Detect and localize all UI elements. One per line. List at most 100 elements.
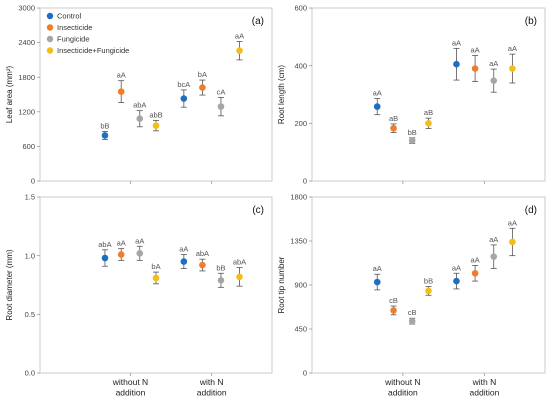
y-tick-label: 1.0	[25, 251, 35, 260]
y-axis-label: Root tip number	[277, 256, 286, 313]
significance-label: bA	[198, 70, 207, 79]
significance-label: aA	[471, 46, 480, 55]
significance-label: aA	[135, 236, 144, 245]
y-tick-label: 3000	[18, 4, 35, 13]
data-point	[453, 60, 460, 68]
plot-frame	[39, 196, 273, 374]
legend-label: Control	[57, 12, 82, 21]
significance-label: aA	[373, 89, 382, 98]
x-category-label: addition	[388, 388, 418, 398]
significance-label: aA	[489, 59, 498, 68]
data-point	[373, 103, 381, 110]
data-point	[236, 47, 243, 54]
significance-label: aA	[179, 244, 188, 253]
data-point	[217, 103, 225, 110]
x-category-label: with N	[472, 377, 497, 387]
significance-label: abA	[98, 240, 111, 249]
y-tick-label: 600	[22, 142, 35, 151]
significance-label: abA	[233, 257, 246, 266]
y-tick-label: 600	[294, 4, 307, 13]
data-point	[136, 250, 144, 257]
significance-label: bB	[408, 128, 417, 137]
significance-label: aB	[424, 108, 433, 117]
panel-label: (d)	[525, 205, 537, 216]
y-axis-label: Leaf area (mm²)	[5, 65, 14, 123]
significance-label: abA	[196, 249, 209, 258]
y-tick-label: 1350	[290, 237, 307, 246]
significance-label: cA	[217, 87, 226, 96]
legend: Control Insecticide Fungicide Insecticide+F…	[46, 12, 129, 55]
data-point	[490, 253, 498, 260]
legend-marker	[46, 47, 54, 54]
data-point	[408, 317, 416, 325]
x-category-label: addition	[197, 388, 227, 398]
data-point	[390, 307, 397, 314]
y-tick-label: 2400	[18, 38, 35, 47]
data-point	[490, 77, 498, 84]
significance-label: cB	[408, 308, 417, 317]
legend-label: Fungicide	[57, 35, 90, 44]
legend-marker	[46, 24, 54, 31]
significance-label: bB	[100, 121, 109, 130]
y-tick-label: 400	[294, 61, 307, 70]
y-tick-label: 900	[294, 281, 307, 290]
significance-label: abB	[149, 110, 162, 119]
x-category-label: addition	[116, 388, 146, 398]
x-category-label: with N	[199, 377, 224, 387]
data-point	[136, 115, 144, 123]
data-point	[390, 124, 397, 132]
data-point	[509, 65, 516, 72]
significance-label: abA	[133, 101, 146, 110]
significance-label: bA	[151, 262, 160, 271]
data-point	[425, 120, 432, 127]
panel-label: (c)	[252, 205, 264, 216]
significance-label: aA	[117, 239, 126, 248]
significance-label: aA	[373, 264, 382, 273]
significance-label: aA	[452, 38, 461, 47]
data-point	[199, 84, 206, 91]
data-point	[152, 122, 160, 129]
legend-marker	[46, 12, 54, 20]
data-point	[509, 238, 516, 246]
x-category-label: addition	[470, 388, 500, 398]
data-point	[117, 251, 125, 258]
y-tick-label: 0	[303, 369, 307, 378]
data-point	[180, 258, 188, 265]
plot-frame	[39, 7, 273, 182]
significance-label: cB	[389, 296, 398, 305]
panel-b-root-length: 0 200 400 600 Root length (cm) (b) aA aA aB aA bB a…	[277, 4, 546, 186]
data-point	[180, 95, 188, 102]
y-tick-label: 200	[294, 119, 307, 128]
significance-label: aA	[235, 31, 244, 40]
data-point	[101, 254, 109, 262]
significance-label: aB	[389, 114, 398, 123]
y-tick-label: 0	[303, 177, 307, 186]
y-tick-label: 1.5	[25, 193, 35, 202]
y-tick-label: 0	[31, 177, 35, 186]
data-point	[471, 65, 479, 72]
data-point	[408, 137, 416, 144]
legend-label: Insecticide	[57, 23, 92, 32]
x-category-label: without N	[384, 377, 420, 387]
x-category-label: without N	[112, 377, 148, 387]
y-axis-label: Root diameter (mm)	[5, 249, 14, 320]
y-tick-label: 1200	[18, 107, 35, 116]
data-point	[117, 88, 125, 95]
y-tick-label: 1800	[290, 193, 307, 202]
legend-label: Insecticide+Fungicide	[57, 46, 129, 55]
panel-label: (b)	[525, 16, 537, 27]
y-tick-label: 1800	[18, 73, 35, 82]
data-point	[236, 273, 243, 281]
data-point	[101, 132, 109, 139]
significance-label: aA	[508, 44, 517, 53]
panel-d-root-tip-number: 0 450 900 1350 1800 Root tip number (d) aA aA cB a…	[277, 193, 546, 378]
y-tick-label: 0.5	[25, 310, 35, 319]
data-point	[453, 277, 460, 285]
significance-label: bcA	[177, 80, 190, 89]
data-point	[425, 287, 432, 295]
significance-label: aA	[452, 263, 461, 272]
data-point	[471, 269, 479, 277]
significance-label: bB	[216, 263, 225, 272]
